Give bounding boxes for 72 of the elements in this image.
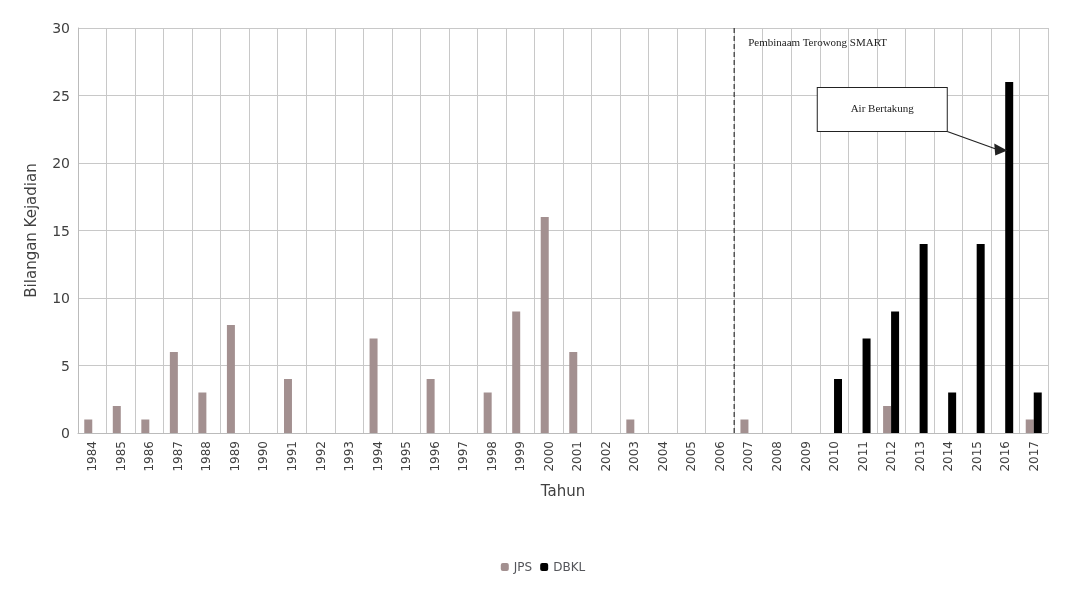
- x-tick-label: 1985: [113, 441, 128, 472]
- x-tick-label: 2001: [570, 441, 585, 472]
- x-tick-label: 2006: [712, 441, 727, 472]
- x-tick-label: 1995: [399, 441, 414, 472]
- x-tick-label: 2010: [827, 441, 842, 472]
- bar: [891, 311, 900, 433]
- y-tick-label: 5: [61, 357, 70, 374]
- x-tick-label: 2003: [627, 441, 642, 472]
- x-tick-label: 1990: [256, 441, 271, 472]
- x-tick-label: 2009: [798, 441, 813, 472]
- x-tick-label: 1989: [227, 441, 242, 472]
- y-tick-label: 10: [52, 290, 70, 306]
- x-tick-label: 1984: [85, 441, 100, 472]
- x-tick-label: 2002: [598, 441, 613, 472]
- bar: [834, 379, 843, 433]
- bar: [283, 379, 292, 433]
- bar: [883, 406, 892, 433]
- bar: [569, 352, 578, 433]
- x-tick-label: 1986: [142, 441, 157, 472]
- x-tick-label: 2013: [912, 441, 927, 472]
- bar: [1025, 419, 1034, 433]
- bar: [426, 379, 435, 433]
- x-tick-label: 1999: [513, 441, 528, 472]
- bar: [1033, 392, 1042, 433]
- annotation: Air Bertakung: [850, 101, 915, 114]
- x-tick-label: 2000: [541, 441, 556, 472]
- x-axis-title: Tahun: [539, 481, 586, 500]
- x-tick-label: 1991: [284, 441, 299, 472]
- x-tick-label: 1998: [484, 441, 499, 472]
- bar: [976, 244, 985, 433]
- bar: [112, 406, 121, 433]
- x-tick-label: 2016: [998, 441, 1013, 472]
- y-tick-label: 15: [52, 222, 70, 239]
- legend-label: DBKL: [553, 560, 586, 574]
- bar: [1005, 82, 1014, 433]
- x-tick-label: 2015: [969, 441, 984, 472]
- x-tick-label: 2017: [1026, 441, 1041, 472]
- ref-line-label: Pembinaam Terowong SMART: [748, 35, 888, 48]
- y-axis-title: Bilangan Kejadian: [21, 163, 40, 298]
- bar: [948, 392, 957, 433]
- bar: [919, 244, 928, 433]
- x-tick-label: 2007: [741, 441, 756, 472]
- y-tick-label: 25: [52, 87, 70, 104]
- bar: [483, 392, 492, 433]
- y-tick-label: 20: [52, 155, 70, 171]
- bar: [84, 419, 93, 433]
- x-tick-label: 2005: [684, 441, 699, 472]
- bar: [141, 419, 150, 433]
- x-tick-label: 1996: [427, 441, 442, 472]
- x-tick-label: 1992: [313, 441, 328, 472]
- x-tick-label: 1997: [456, 441, 471, 472]
- x-tick-label: 1994: [370, 441, 385, 472]
- bar: [862, 338, 871, 433]
- bar: [740, 419, 749, 433]
- x-tick-label: 1993: [342, 441, 357, 472]
- legend-label: JPS: [512, 560, 533, 574]
- x-tick-label: 2011: [855, 441, 870, 472]
- bar: [169, 352, 178, 433]
- bar: [198, 392, 207, 433]
- bar: [226, 325, 235, 433]
- x-tick-label: 2008: [769, 441, 784, 472]
- x-tick-label: 2012: [884, 441, 899, 472]
- bar: [512, 311, 521, 433]
- y-tick-label: 0: [61, 425, 70, 441]
- x-tick-label: 2004: [655, 441, 670, 472]
- bar: [626, 419, 635, 433]
- x-tick-label: 1987: [170, 441, 185, 472]
- bar: [369, 338, 378, 433]
- bar: [540, 217, 549, 433]
- y-tick-label: 30: [52, 20, 70, 36]
- x-tick-label: 1988: [199, 441, 214, 472]
- x-tick-label: 2014: [941, 441, 956, 472]
